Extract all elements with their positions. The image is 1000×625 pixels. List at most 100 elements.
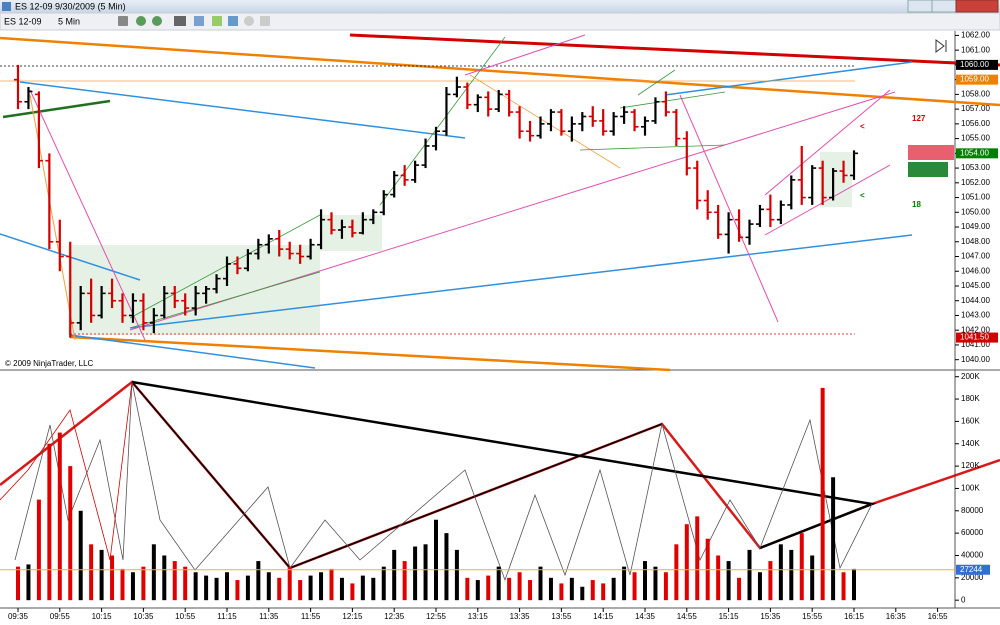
x-tick-label: 12:55	[426, 612, 447, 621]
volume-bar	[266, 572, 271, 601]
volume-bar	[110, 555, 115, 601]
annotation: 18	[912, 200, 921, 209]
x-tick-label: 14:15	[593, 612, 614, 621]
y-tick-label: 1053.00	[961, 163, 990, 172]
y-tick-label: 40000	[961, 551, 984, 560]
volume-bar	[99, 549, 104, 601]
y-tick-label: 80000	[961, 506, 984, 515]
volume-bar	[78, 510, 83, 601]
volume-bar	[486, 575, 491, 601]
volume-bar	[799, 533, 804, 601]
x-tick-label: 11:15	[217, 612, 237, 621]
toolbar-icons	[118, 16, 270, 26]
price-tag	[956, 332, 998, 343]
volume-bar	[392, 549, 397, 601]
volume-bar	[277, 577, 282, 601]
annotation: 127	[912, 114, 926, 123]
volume-bar	[580, 586, 585, 601]
y-tick-label: 1042.00	[961, 325, 990, 334]
volume-bar	[663, 572, 668, 601]
interval-selector[interactable]: 5 Min	[58, 16, 80, 26]
x-tick-label: 16:55	[928, 612, 949, 621]
y-tick-label: 20000	[961, 573, 984, 582]
volume-bar	[841, 572, 846, 601]
volume-bar	[538, 566, 543, 601]
volume-bar	[726, 561, 731, 601]
price-tag-label: 1059.00	[960, 75, 989, 84]
y-tick-label: 1048.00	[961, 237, 990, 246]
x-tick-label: 13:35	[510, 612, 531, 621]
volume-bar	[371, 577, 376, 601]
price-tag	[956, 74, 998, 85]
y-tick-label: 160K	[961, 417, 980, 426]
x-tick-label: 10:35	[133, 612, 154, 621]
title-bar	[0, 0, 1000, 13]
volume-bar	[423, 544, 428, 601]
volume-bar	[852, 568, 856, 601]
y-tick-label: 1057.00	[961, 104, 990, 113]
volume-bar	[225, 572, 229, 601]
y-tick-label: 200K	[961, 372, 980, 381]
instrument-selector[interactable]: ES 12-09	[4, 16, 42, 26]
volume-bar	[496, 566, 501, 601]
volume-bar	[454, 549, 459, 601]
volume-bar	[517, 572, 522, 601]
y-tick-label: 1055.00	[961, 134, 990, 143]
volume-bar	[674, 544, 679, 601]
y-tick-label: 1041.00	[961, 340, 990, 349]
close-button[interactable]	[955, 0, 999, 13]
volume-bar	[622, 566, 627, 601]
y-tick-label: 1056.00	[961, 119, 990, 128]
y-tick-label: 1052.00	[961, 178, 990, 187]
volume-bar	[747, 549, 752, 601]
app-icon	[2, 2, 11, 11]
x-tick-label: 11:55	[301, 612, 321, 621]
y-tick-label: 1061.00	[961, 45, 990, 54]
volume-bar	[643, 561, 647, 601]
maximize-button[interactable]	[931, 0, 957, 13]
volume-bar	[465, 577, 470, 601]
volume-bar	[287, 566, 292, 601]
volume-bar	[245, 575, 250, 601]
volume-bar	[601, 583, 606, 601]
volume-bar	[360, 575, 365, 601]
y-tick-label: 1044.00	[961, 296, 990, 305]
volume-bar	[810, 555, 815, 601]
y-tick-label: 1043.00	[961, 311, 990, 320]
y-tick-label: 1047.00	[961, 252, 990, 261]
volume-bar	[413, 546, 418, 601]
volume-bar	[611, 577, 616, 601]
volume-bar	[778, 544, 783, 601]
volume-bar	[737, 577, 742, 601]
x-tick-label: 14:55	[677, 612, 698, 621]
volume-bar	[68, 466, 73, 601]
x-tick-label: 12:15	[342, 612, 363, 621]
x-tick-label: 16:35	[886, 612, 907, 621]
y-tick-label: 1058.00	[961, 89, 990, 98]
price-tag	[956, 59, 998, 70]
x-tick-label: 14:35	[635, 612, 656, 621]
volume-bar	[716, 555, 721, 601]
volume-bar	[204, 575, 209, 601]
x-tick-label: 09:35	[8, 612, 29, 621]
volume-bar	[548, 577, 553, 601]
volume-bar	[235, 580, 240, 601]
volume-bar	[820, 387, 825, 601]
x-tick-label: 10:55	[175, 612, 196, 621]
volume-bar	[789, 549, 794, 601]
volume-bar	[381, 566, 386, 601]
volume-bar	[120, 568, 125, 601]
volume-bar	[339, 577, 344, 601]
volume-tag	[956, 564, 990, 575]
y-tick-label: 1049.00	[961, 222, 990, 231]
volume-bar	[569, 577, 574, 601]
volume-bar	[653, 566, 658, 601]
y-tick-label: 1050.00	[961, 207, 990, 216]
y-tick-label: 120K	[961, 461, 980, 470]
minimize-button[interactable]	[907, 0, 933, 13]
volume-bar	[47, 443, 52, 601]
volume-bar	[507, 577, 512, 601]
copyright: © 2009 NinjaTrader, LLC	[5, 359, 94, 368]
volume-bar	[36, 499, 41, 601]
